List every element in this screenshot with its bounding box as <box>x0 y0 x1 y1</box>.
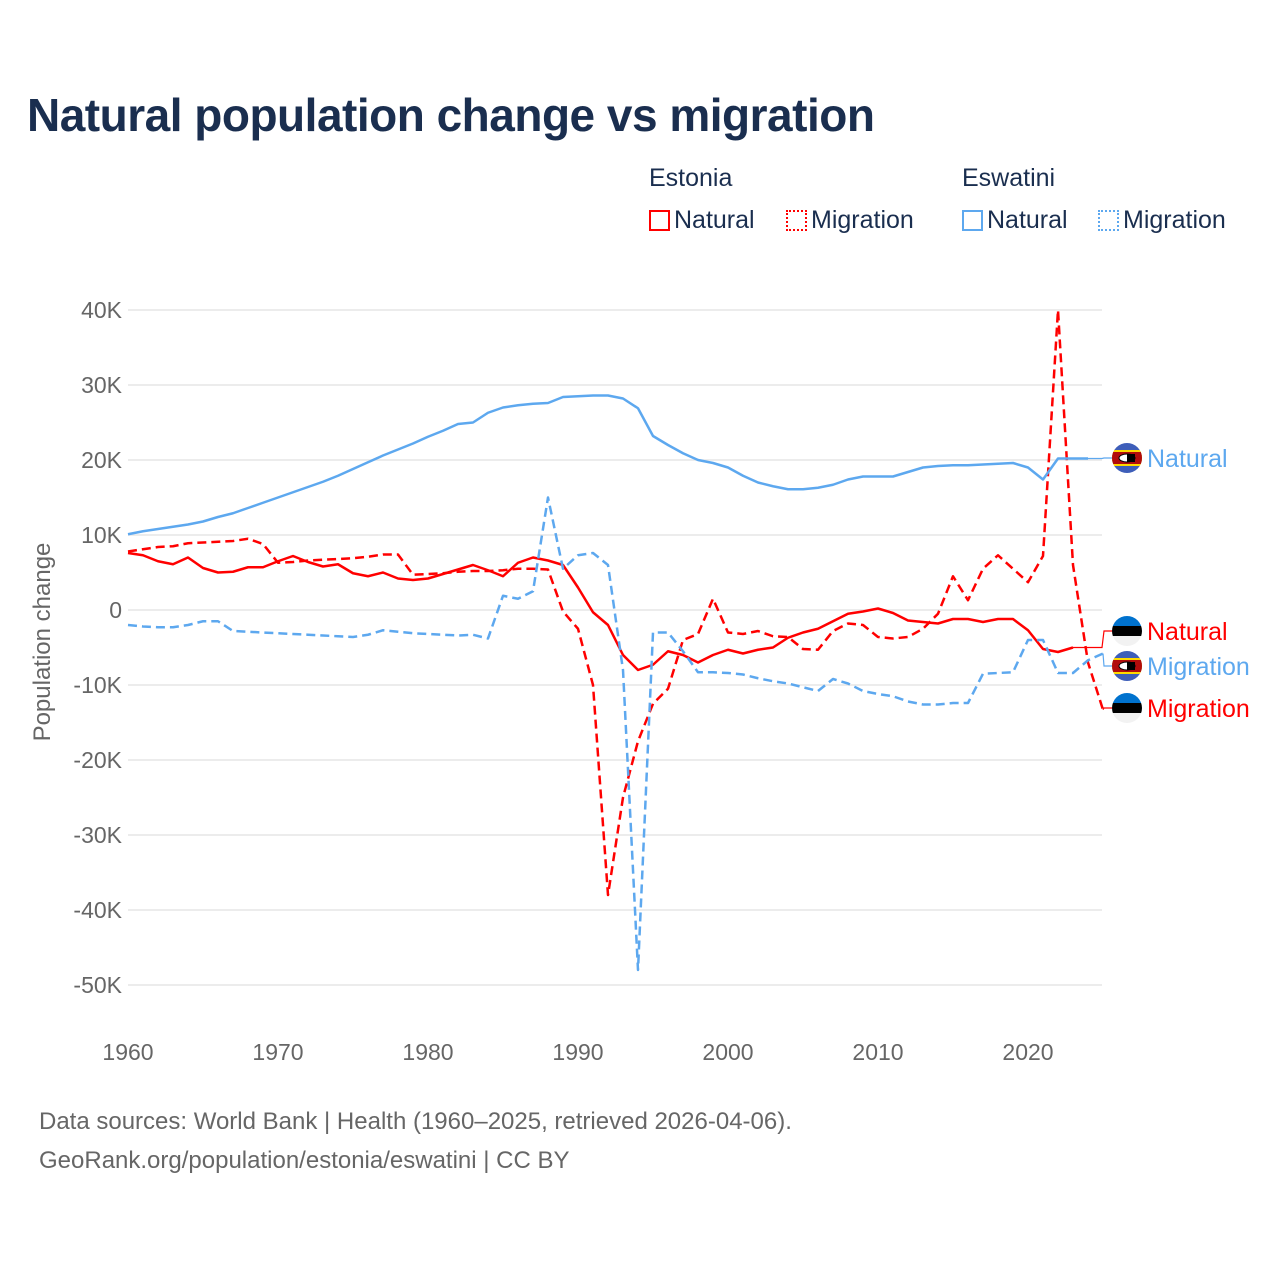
label-connector <box>1088 457 1112 460</box>
series-line-eswatini-migration[interactable] <box>127 496 1104 972</box>
y-tick-label: 0 <box>109 597 122 623</box>
series-end-label: Migration <box>1147 653 1250 681</box>
y-tick-label: -20K <box>73 747 122 773</box>
legend-label: Migration <box>1123 206 1226 234</box>
chart-title: Natural population change vs migration <box>27 89 875 141</box>
x-tick-label: 2020 <box>1002 1039 1053 1065</box>
y-axis-label: Population change <box>29 543 56 742</box>
y-tick-label: -10K <box>73 672 122 698</box>
dotted-swatch-icon <box>1098 210 1119 231</box>
label-connector <box>1073 630 1112 649</box>
y-tick-label: 40K <box>81 297 123 323</box>
label-connector <box>1102 707 1112 711</box>
eswatini-flag-icon <box>1112 651 1142 681</box>
y-tick-label: -50K <box>73 972 122 998</box>
legend-estonia-natural[interactable]: Natural <box>649 206 755 235</box>
x-tick-label: 1960 <box>102 1039 153 1065</box>
y-tick-label: -40K <box>73 897 122 923</box>
series-end-label: Natural <box>1147 618 1228 646</box>
series-line-eswatini-natural[interactable] <box>127 394 1088 536</box>
dotted-swatch-icon <box>786 210 807 231</box>
legend-estonia-migration[interactable]: Migration <box>786 206 914 235</box>
x-tick-label: 2010 <box>852 1039 903 1065</box>
legend-group-estonia: Estonia <box>649 164 733 192</box>
footer-link[interactable]: GeoRank.org/population/estonia/eswatini … <box>39 1147 570 1174</box>
series-end-label: Natural <box>1147 445 1228 473</box>
x-tick-label: 1980 <box>402 1039 453 1065</box>
x-tick-label: 1970 <box>252 1039 303 1065</box>
series-line-estonia-natural[interactable] <box>127 551 1074 672</box>
series-line-estonia-migration[interactable] <box>127 308 1105 897</box>
series-end-label: Migration <box>1147 695 1250 723</box>
solid-swatch-icon <box>962 210 983 231</box>
y-tick-label: -30K <box>73 822 122 848</box>
y-tick-label: 10K <box>81 522 123 548</box>
legend-label: Natural <box>674 206 755 234</box>
solid-swatch-icon <box>649 210 670 231</box>
estonia-flag-icon <box>1112 616 1142 646</box>
legend-eswatini-natural[interactable]: Natural <box>962 206 1068 235</box>
x-tick-label: 2000 <box>702 1039 753 1065</box>
label-connector <box>1102 653 1112 667</box>
legend-label: Migration <box>811 206 914 234</box>
legend-group-eswatini: Eswatini <box>962 164 1056 192</box>
estonia-flag-icon <box>1112 693 1142 723</box>
x-tick-label: 1990 <box>552 1039 603 1065</box>
footer-sources: Data sources: World Bank | Health (1960–… <box>39 1108 792 1135</box>
legend-eswatini-migration[interactable]: Migration <box>1098 206 1226 235</box>
y-tick-label: 20K <box>81 447 123 473</box>
y-tick-label: 30K <box>81 372 123 398</box>
legend-label: Natural <box>987 206 1068 234</box>
eswatini-flag-icon <box>1112 443 1142 473</box>
